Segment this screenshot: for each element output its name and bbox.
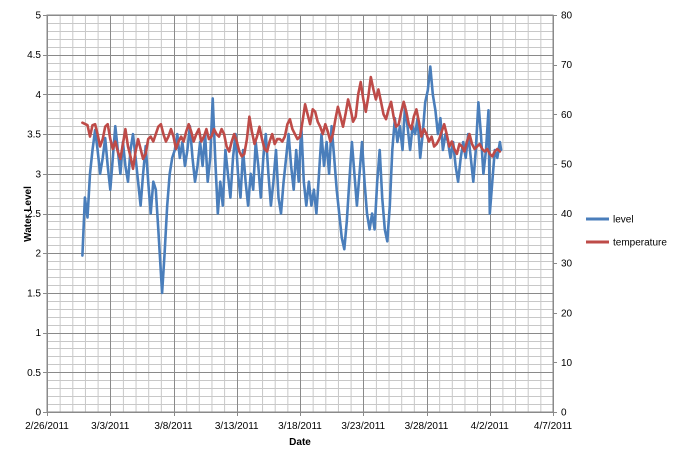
x-axis-ticks: 2/26/2011 3/3/2011 3/8/2011 3/13/2011 3/18/2… — [25, 412, 573, 432]
series-layer — [81, 65, 503, 295]
x-axis-title: Date — [289, 437, 311, 448]
x-tick-label: 3/28/2011 — [405, 421, 449, 432]
y-tick-label: 5 — [35, 11, 41, 22]
series-line-level — [81, 65, 503, 295]
legend-label-level: level — [613, 215, 634, 226]
y2-tick-label: 30 — [561, 259, 573, 270]
y2-tick-label: 40 — [561, 209, 573, 220]
x-tick-label: 4/7/2011 — [534, 421, 573, 432]
x-tick-label: 3/23/2011 — [341, 421, 385, 432]
legend: level temperature — [586, 215, 667, 249]
y-tick-label: 0.5 — [27, 368, 41, 379]
y2-tick-label: 70 — [561, 60, 573, 71]
y-tick-label: 2 — [35, 249, 41, 260]
x-tick-label: 3/3/2011 — [91, 421, 130, 432]
x-tick-label: 4/2/2011 — [471, 421, 510, 432]
series-line-temperature — [81, 75, 502, 171]
y2-axis-ticks: 0 10 20 30 40 50 60 70 80 — [553, 11, 573, 419]
y2-tick-label: 50 — [561, 159, 573, 170]
x-tick-label: 3/8/2011 — [154, 421, 193, 432]
y-tick-label: 3 — [35, 169, 41, 180]
x-tick-label: 3/13/2011 — [215, 421, 259, 432]
y-axis-title: Water Level — [23, 186, 34, 242]
y-tick-label: 4 — [35, 90, 41, 101]
y2-tick-label: 20 — [561, 308, 573, 319]
y-tick-label: 0 — [35, 408, 41, 419]
y-tick-label: 3.5 — [27, 130, 41, 141]
x-tick-label: 2/26/2011 — [25, 421, 69, 432]
y-tick-label: 4.5 — [27, 50, 41, 61]
y2-tick-label: 80 — [561, 11, 573, 22]
y2-tick-label: 10 — [561, 358, 573, 369]
y2-tick-label: 60 — [561, 110, 573, 121]
y-tick-label: 2.5 — [27, 209, 41, 220]
y-axis-ticks: 0 0.5 1 1.5 2 2.5 3 3.5 4 4.5 5 — [27, 11, 47, 419]
x-tick-label: 3/18/2011 — [278, 421, 322, 432]
y-tick-label: 1 — [35, 328, 41, 339]
y2-tick-label: 0 — [561, 408, 567, 419]
legend-label-temperature: temperature — [613, 238, 667, 249]
y-tick-label: 1.5 — [27, 288, 41, 299]
